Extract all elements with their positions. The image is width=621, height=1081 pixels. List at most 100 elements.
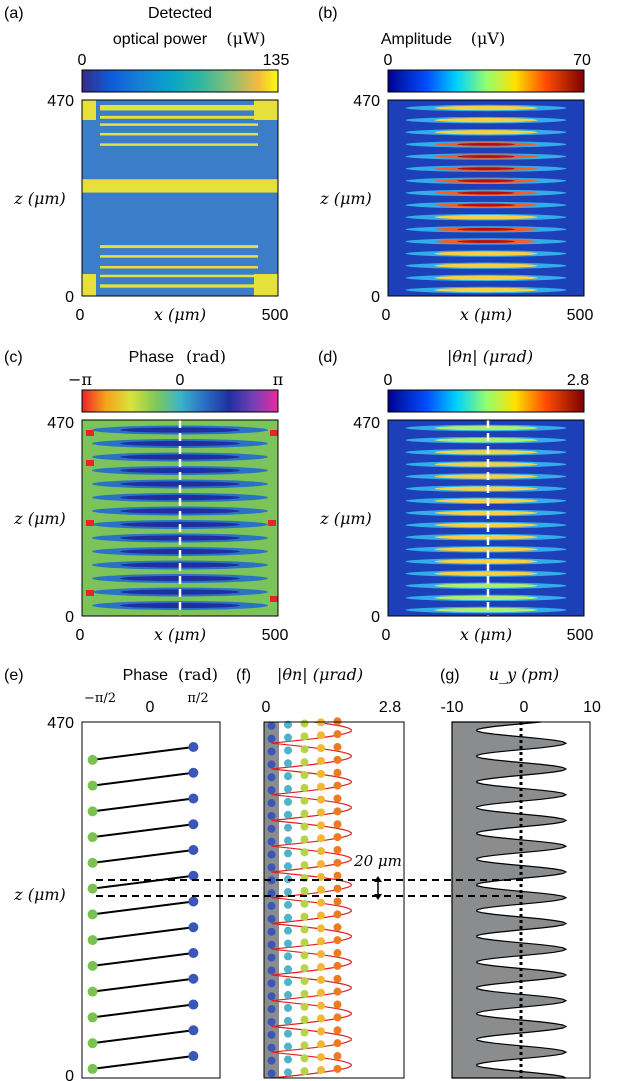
panel-f-point	[333, 820, 342, 829]
panel-f-point	[317, 1053, 325, 1062]
panel-f-point	[300, 719, 309, 728]
panel-e-title-unit: (rad)	[178, 665, 218, 684]
panel-a-title-unit: (μW)	[226, 29, 265, 48]
heatmap-c-edge-spot	[86, 590, 94, 596]
panel-f-point	[300, 758, 309, 767]
heatmap-fringe-peak	[457, 203, 515, 207]
panel-f-point	[300, 1067, 309, 1076]
panel-f-point	[300, 977, 309, 986]
panel-f-point	[267, 811, 276, 820]
panel-f-point	[317, 1027, 325, 1036]
panel-f-point	[333, 949, 342, 958]
panel-e-point	[188, 973, 199, 984]
heatmap-fringe-core	[434, 559, 538, 564]
heatmap-fringe-peak	[457, 240, 515, 243]
heatmap-c-frame	[81, 419, 279, 617]
panel-g-xtick-1: 0	[520, 699, 529, 716]
panel-e-segment	[92, 771, 194, 787]
heatmap-fringe-core	[434, 450, 538, 455]
panel-f-point	[284, 823, 292, 832]
panel-g-title: u_y (pm)	[489, 665, 559, 684]
heatmap-fringe-core	[434, 130, 538, 135]
panel-f-point	[267, 747, 276, 756]
panel-f-point	[267, 1017, 276, 1026]
panel-b-title: Amplitude	[381, 31, 452, 48]
panel-f-point	[317, 757, 325, 766]
panel-f-xtick-0: 0	[262, 699, 271, 716]
panel-b-tag: (b)	[318, 5, 338, 22]
heatmap-c-edge-spot	[86, 520, 94, 526]
heatmap-fringe-core	[434, 486, 538, 491]
panel-a-tag: (a)	[4, 5, 24, 22]
panel-b-xtick-left: 0	[382, 307, 391, 324]
panel-a-xtick-left: 0	[76, 307, 85, 324]
panel-f-amplitude-plot	[264, 717, 352, 1079]
panel-f-point	[333, 768, 342, 777]
panel-f-point	[300, 732, 309, 741]
panel-e-point	[188, 793, 199, 804]
panel-f-point	[267, 773, 276, 782]
heatmap-d-frame	[387, 419, 585, 617]
panel-f-xtick-1: 2.8	[379, 699, 401, 716]
panel-f-point	[300, 912, 309, 921]
heatmap-fringe-core	[434, 425, 538, 431]
panel-f-point	[267, 902, 276, 911]
panel-f-point	[317, 847, 325, 856]
panel-g-frame	[451, 721, 591, 1079]
panel-d-tag: (d)	[318, 349, 338, 366]
panel-f-point	[333, 910, 342, 919]
panel-f-point	[333, 961, 342, 970]
panel-f-point	[333, 833, 342, 842]
panel-e-point	[87, 857, 98, 868]
panel-f-point	[333, 923, 342, 932]
heatmap-a-strip	[100, 245, 258, 249]
panel-f-point	[300, 771, 309, 780]
panel-f-point	[333, 897, 342, 906]
panel-f-point	[284, 952, 292, 961]
panel-e-point	[188, 1025, 199, 1036]
panel-c-ytick-bottom: 0	[65, 609, 74, 626]
panel-f-point	[317, 769, 325, 778]
panel-e-ylabel: z (μm)	[13, 885, 66, 904]
panel-f-point	[267, 1005, 276, 1014]
panel-e-xtick-0: −π/2	[84, 691, 116, 706]
panel-b-xtick-right: 500	[567, 307, 594, 324]
heatmap-a-frame	[81, 99, 279, 297]
panel-g-area	[451, 721, 568, 1079]
heatmap-c-edge-spot	[86, 460, 94, 466]
panel-f-point	[300, 964, 309, 973]
panel-a-ytick-top: 470	[47, 93, 74, 110]
panel-f-point	[284, 746, 292, 755]
panel-f-point	[317, 885, 325, 894]
panel-f-point	[267, 1043, 276, 1052]
panel-f-point	[284, 1029, 292, 1038]
panel-f-point	[267, 1056, 276, 1065]
panel-f-point	[300, 1054, 309, 1063]
heatmap-a-strip	[100, 284, 258, 288]
heatmap-a-pad	[82, 274, 96, 296]
panel-e-point	[188, 845, 199, 856]
panel-f-point	[317, 782, 325, 791]
panel-f-point	[300, 861, 309, 870]
panel-f-point	[333, 974, 342, 983]
panel-f-fill	[264, 722, 279, 1078]
colorbar-a-min: 0	[78, 52, 87, 69]
colorbar-a-max: 135	[263, 52, 290, 69]
panel-c-ytick-top: 470	[47, 415, 74, 432]
panel-f-point	[333, 1039, 342, 1048]
heatmap-fringe-core	[434, 105, 538, 111]
heatmap-b	[388, 100, 584, 296]
heatmap-fringe-core	[434, 251, 538, 256]
panel-f-point	[317, 808, 325, 817]
panel-f-point	[300, 989, 309, 998]
panel-e-segment	[92, 849, 194, 864]
heatmap-c-band-core	[120, 494, 240, 501]
panel-f-point	[333, 794, 342, 803]
panel-b-xlabel: x (μm)	[460, 305, 512, 324]
panel-f-point	[317, 1040, 325, 1049]
panel-f-point	[284, 1068, 292, 1077]
heatmap-fringe-core	[434, 215, 538, 220]
panel-f-point	[267, 837, 276, 846]
heatmap-c-band-core	[120, 467, 240, 474]
heatmap-c-edge-spot	[270, 596, 278, 602]
